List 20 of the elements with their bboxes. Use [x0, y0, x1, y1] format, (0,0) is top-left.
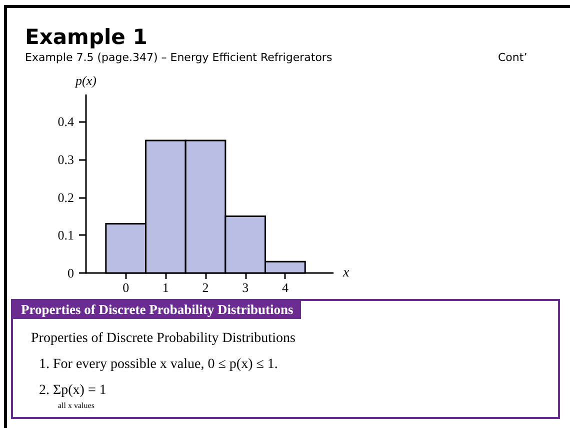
- y-tick-label: 0: [68, 266, 74, 280]
- y-tick-label: 0.1: [58, 228, 74, 243]
- y-tick-label: 0.4: [58, 114, 74, 130]
- x-tick-label: 2: [202, 280, 209, 295]
- text: all x values: [58, 401, 94, 410]
- text: Properties of Discrete Probability Distributions: [13, 301, 302, 319]
- y-tick-label: 0.3: [58, 152, 74, 167]
- text: 2. Σp(x) = 1: [39, 383, 106, 399]
- x-axis-title: x: [342, 266, 350, 280]
- x-tick-label: 1: [162, 280, 169, 295]
- text: Properties of Discrete Probability Distributions: [31, 331, 296, 347]
- x-tick-label: 0: [122, 280, 130, 295]
- x-tick-label: 4: [282, 280, 289, 295]
- y-tick-label: 0.2: [58, 190, 74, 205]
- x-tick-label: 3: [242, 280, 249, 295]
- chart-title: Example 1: [25, 25, 148, 49]
- y-axis-title: p(x): [74, 73, 96, 88]
- chart-subtitle: Example 7.5 (page.347) – Energy Efficient Refrigerators: [25, 51, 332, 64]
- text: Cont’: [498, 51, 528, 64]
- text: 1. For every possible x value, 0 ≤ p(x) ≤ 1.: [39, 357, 278, 373]
